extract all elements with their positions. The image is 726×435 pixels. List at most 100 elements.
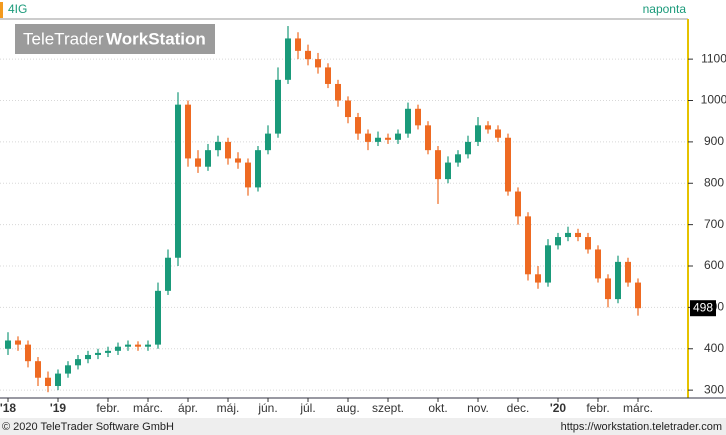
candle-body [245, 162, 251, 188]
x-tick-label: febr. [586, 401, 609, 415]
candle-body [405, 108, 411, 134]
x-tick-label: '20 [550, 401, 567, 415]
candle-body [475, 125, 481, 142]
candle-body [515, 191, 521, 217]
candle-body [445, 162, 451, 180]
candle-body [85, 354, 91, 360]
watermark-brand: TeleTrader [23, 29, 104, 48]
candle-body [455, 154, 461, 163]
candle-body [215, 141, 221, 151]
y-tick-label: 400 [704, 341, 724, 355]
candle-body [425, 125, 431, 151]
y-tick-label: 800 [704, 175, 724, 189]
candle-body [335, 83, 341, 101]
candle-body [525, 216, 531, 275]
candle-body [145, 344, 151, 347]
candle-body [295, 38, 301, 51]
x-tick-label: márc. [623, 401, 653, 415]
candle-body [375, 137, 381, 142]
candle-body [395, 133, 401, 140]
candle-body [385, 137, 391, 140]
candle-body [225, 141, 231, 159]
candle-body [165, 257, 171, 291]
candle-body [615, 261, 621, 300]
candle-body [135, 344, 141, 347]
footer-copyright: © 2020 TeleTrader Software GmbH [2, 421, 174, 433]
candle-body [195, 158, 201, 167]
candle-body [255, 150, 261, 188]
x-tick-label: okt. [428, 401, 447, 415]
candle-body [365, 133, 371, 142]
x-tick-label: ápr. [178, 401, 198, 415]
candle-body [595, 249, 601, 279]
last-value-box [690, 300, 716, 317]
candle-body [565, 232, 571, 238]
candle-body [415, 108, 421, 126]
x-tick-label: júl. [299, 401, 315, 415]
y-tick-label: 700 [704, 217, 724, 231]
candle-body [555, 237, 561, 246]
y-tick-label: 1100 [701, 51, 726, 65]
y-tick-label: 1000 [701, 93, 726, 107]
candle-body [305, 50, 311, 60]
candle-body [605, 278, 611, 300]
candle-body [5, 340, 11, 349]
candle-body [105, 350, 111, 353]
candle-body [275, 79, 281, 134]
candle-body [175, 104, 181, 258]
candle-body [325, 67, 331, 84]
symbol-marker [0, 2, 3, 18]
watermark-product: WorkStation [106, 29, 206, 48]
x-tick-label: szept. [372, 401, 404, 415]
candle-body [435, 150, 441, 180]
candle-body [635, 282, 641, 309]
x-tick-label: febr. [96, 401, 119, 415]
x-tick-label: márc. [133, 401, 163, 415]
candle-body [485, 125, 491, 130]
chart-title: 4IG [8, 2, 27, 16]
candle-body [465, 141, 471, 155]
x-tick-label: dec. [507, 401, 530, 415]
watermark-box [15, 24, 215, 54]
candle-body [265, 133, 271, 151]
x-tick-label: jún. [257, 401, 277, 415]
candle-body [125, 344, 131, 347]
candle-body [25, 344, 31, 362]
candle-body [115, 346, 121, 351]
footer-url: https://workstation.teletrader.com [561, 421, 722, 433]
candle-body [65, 365, 71, 374]
candle-body [185, 104, 191, 159]
candle-body [495, 129, 501, 138]
period-label: naponta [643, 2, 687, 16]
x-tick-label: aug. [336, 401, 359, 415]
candle-body [505, 137, 511, 192]
x-tick-label: '18 [0, 401, 16, 415]
candle-body [345, 100, 351, 118]
candle-body [545, 245, 551, 283]
candle-body [315, 59, 321, 68]
y-tick-label: 600 [704, 258, 724, 272]
candle-body [95, 352, 101, 355]
candle-body [205, 150, 211, 167]
candle-body [45, 377, 51, 387]
candle-body [55, 373, 61, 387]
candle-body [575, 232, 581, 238]
candle-body [155, 290, 161, 345]
candle-body [355, 117, 361, 134]
y-tick-label: 300 [704, 382, 724, 396]
x-tick-label: nov. [467, 401, 489, 415]
candle-body [75, 359, 81, 366]
last-value-label: 498 [693, 300, 713, 314]
candle-body [15, 340, 21, 345]
candle-body [535, 274, 541, 283]
footer-bar [0, 418, 726, 435]
candle-body [285, 38, 291, 80]
x-tick-label: máj. [217, 401, 240, 415]
candle-body [235, 158, 241, 163]
y-tick-label: 900 [704, 134, 724, 148]
candle-body [35, 361, 41, 378]
x-tick-label: '19 [50, 401, 67, 415]
candle-body [585, 237, 591, 250]
